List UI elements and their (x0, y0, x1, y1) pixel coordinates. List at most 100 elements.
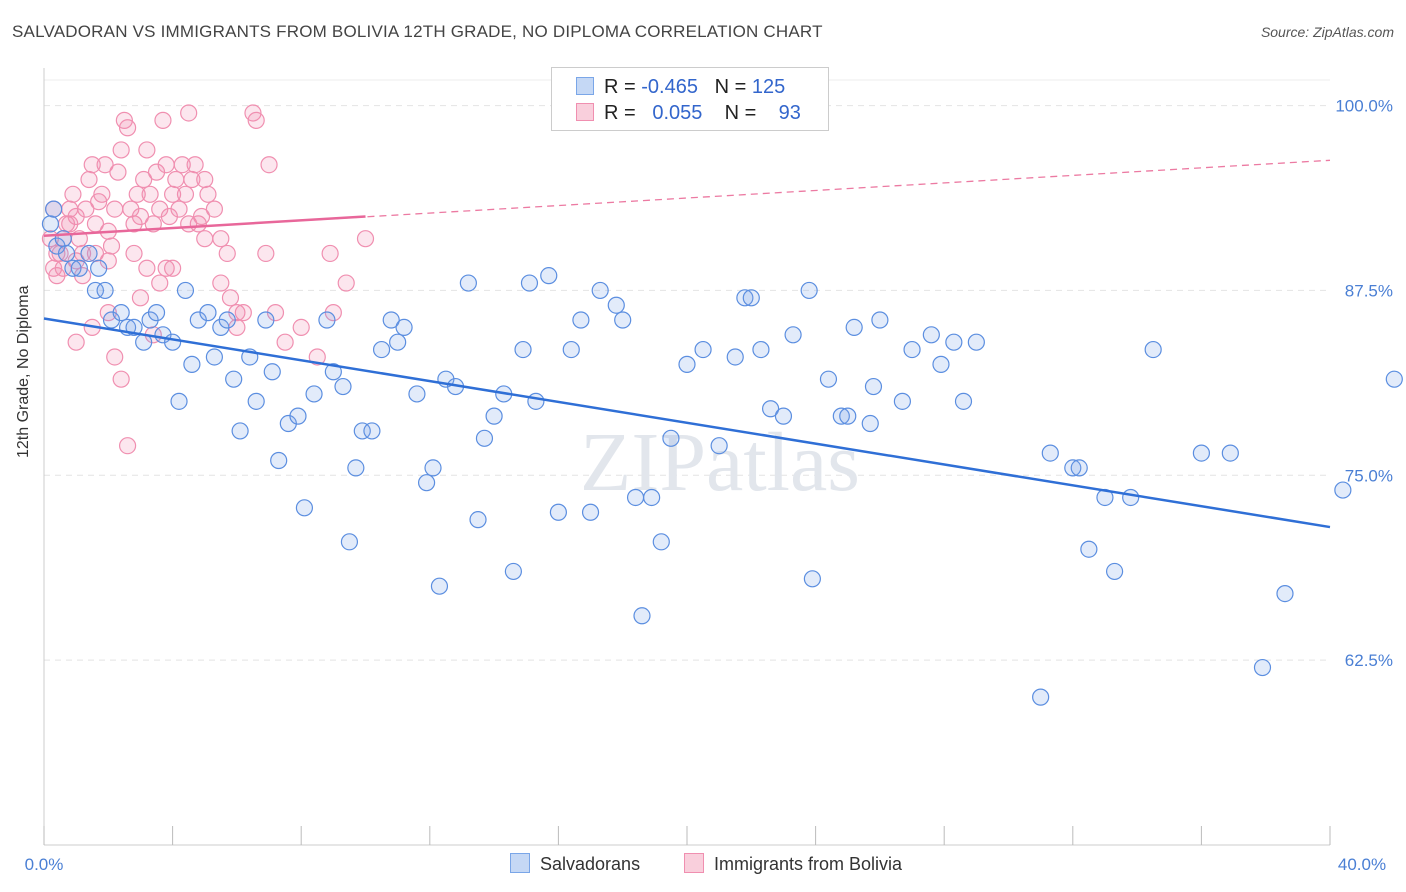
salvadoran-point (562, 340, 580, 359)
salvadoran-point (1334, 481, 1352, 499)
salvadoran-point (475, 429, 494, 447)
salvadoran-point (1064, 459, 1082, 477)
salvadoran-point (1080, 540, 1098, 558)
watermark: ZIPatlas (580, 416, 860, 509)
salvadoran-point (839, 407, 857, 425)
salvadoran-point (395, 318, 413, 337)
legend-r-value: -0.465 (641, 76, 698, 98)
bolivia-point (106, 200, 124, 218)
salvadoran-point (289, 407, 307, 425)
salvadoran-point (861, 414, 879, 433)
salvadoran-point (64, 259, 82, 277)
bolivia-point (118, 119, 137, 137)
bolivia-point (337, 274, 355, 292)
salvadoran-point (183, 355, 201, 373)
bolivia-point (131, 289, 150, 307)
salvadoran-point (922, 326, 940, 344)
salvadoran-trend-line (43, 317, 1331, 529)
bolivia-point (48, 244, 66, 263)
salvadoran-point (893, 392, 912, 410)
salvadoran-point (726, 348, 744, 366)
salvadoran-point (340, 533, 359, 551)
bolivia-point (205, 200, 223, 218)
salvadoran-point (70, 259, 88, 277)
bolivia-trend-extended (43, 159, 1331, 237)
salvadoran-point (485, 407, 503, 425)
salvadoran-point (633, 607, 651, 625)
salvadoran-point (86, 281, 105, 300)
y-tick-label: 75.0% (1345, 466, 1393, 485)
bolivia-point (128, 185, 146, 203)
salvadoran-point (819, 370, 838, 388)
salvadoran-point (430, 577, 449, 595)
bolivia-point (164, 259, 182, 277)
tick-labels: 62.5% 75.0% 87.5% 100.0% 0.0% 40.0% (25, 97, 1393, 874)
bolivia-point (221, 289, 240, 307)
bolivia-point (151, 274, 169, 292)
salvadoran-point (1105, 562, 1124, 581)
bolivia-point (135, 170, 153, 189)
salvadoran-point (774, 407, 793, 425)
salvadoran-point (572, 311, 590, 329)
salvadoran-point (1041, 444, 1059, 462)
salvadoran-point (147, 304, 166, 322)
salvadoran-point (363, 422, 381, 440)
bolivia-point (83, 156, 101, 174)
x-tick-label: 40.0% (1338, 855, 1386, 874)
salvadoran-point (626, 488, 645, 507)
salvadoran-point (417, 474, 436, 492)
bolivia-point (176, 185, 195, 203)
axes (43, 68, 1331, 846)
salvadoran-point (643, 488, 661, 507)
bolivia-point (257, 244, 275, 263)
salvadoran-point (324, 363, 342, 381)
salvadoran-point (1192, 444, 1211, 462)
bolivia-point (61, 215, 79, 233)
salvadoran-point (742, 289, 760, 307)
salvadoran-point (614, 311, 632, 329)
bolivia-point (212, 274, 230, 292)
chart-title: SALVADORAN VS IMMIGRANTS FROM BOLIVIA 12… (12, 22, 823, 41)
bolivia-point (109, 163, 127, 181)
salvadoran-point (803, 570, 821, 588)
bolivia-point (173, 156, 191, 174)
salvadoran-point (112, 304, 130, 322)
salvadoran-point (932, 355, 950, 373)
salvadoran-point (176, 281, 195, 300)
salvadoran-point (591, 281, 609, 300)
salvadoran-point (80, 244, 98, 263)
salvadoran-point (784, 326, 802, 344)
bolivia-point (125, 244, 143, 263)
salvadoran-point (1070, 459, 1088, 477)
bolivia-point (112, 370, 130, 388)
salvadoran-point (247, 392, 265, 410)
salvadoran-point (800, 281, 818, 300)
bottom-legend-salvadorans: Salvadorans (510, 853, 640, 875)
salvadoran-point (504, 562, 522, 581)
salvadoran-point (205, 348, 223, 366)
y-tick-label: 100.0% (1335, 97, 1393, 116)
bolivia-point (138, 259, 156, 277)
bolivia-point (276, 333, 294, 351)
bolivia-point (167, 170, 185, 189)
bolivia-point (356, 230, 375, 248)
y-tick-label: 87.5% (1345, 281, 1393, 300)
salvadoran-point (372, 340, 391, 359)
salvadoran-point (1032, 688, 1050, 706)
bolivia-point (247, 111, 265, 129)
salvadoran-point (1144, 340, 1162, 359)
salvadoran-point (678, 355, 696, 373)
salvadoran-point (257, 311, 275, 329)
salvadoran-point (353, 422, 371, 440)
salvadoran-point (305, 385, 323, 403)
salvadoran-point (164, 333, 182, 351)
x-tick-label: 0.0% (25, 855, 64, 874)
bottom-legend-bolivia: Immigrants from Bolivia (684, 853, 902, 875)
legend-swatch-blue (576, 77, 594, 95)
salvadoran-point (459, 274, 477, 292)
bolivia-point (196, 230, 214, 248)
salvadoran-point (199, 304, 217, 322)
legend-n-value: 125 (751, 76, 786, 98)
salvadoran-point (1253, 658, 1272, 677)
